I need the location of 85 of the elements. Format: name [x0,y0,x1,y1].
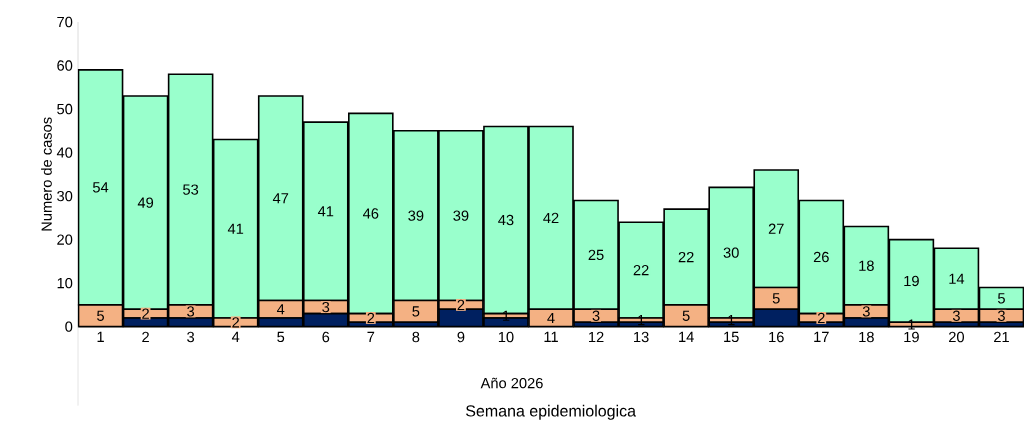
x-tick-label: 5 [277,331,285,343]
data-label: 2 [367,312,375,324]
data-label: 53 [183,184,199,195]
data-label: 18 [859,260,874,271]
bar [843,225,890,306]
data-label: 5 [682,310,690,321]
x-tick-label: 3 [187,331,195,343]
x-tick-label: 11 [544,331,558,342]
bar [302,121,349,302]
x-tick-label: 21 [994,331,1009,343]
data-label: 30 [723,247,739,258]
data-label: 3 [952,310,960,321]
data-label: 25 [588,249,604,261]
data-label: 14 [949,273,965,284]
data-label: 2 [817,312,825,324]
x-tick-label: 4 [231,331,240,342]
data-label: 2 [232,317,240,328]
data-label: 4 [276,304,285,315]
data-label: 47 [272,193,289,204]
x-tick-label: 6 [322,331,330,343]
data-label: 39 [453,210,469,221]
data-label: 2 [142,308,149,319]
data-label: 3 [322,301,330,313]
bar [573,199,619,311]
data-label: 3 [997,310,1005,321]
data-label: 54 [92,182,109,193]
bar [663,304,709,328]
data-label: 5 [97,310,104,321]
x-tick-label: 9 [457,331,465,343]
data-label: 5 [772,293,780,304]
data-label: 49 [137,197,154,208]
data-label: 22 [678,251,694,263]
data-label: 27 [768,223,784,234]
data-label: 42 [543,212,559,223]
y-tick-label: 20 [57,234,73,245]
data-label: 19 [904,275,919,287]
y-tick-label: 60 [57,60,73,71]
x-tick-label: 16 [769,331,784,343]
x-tick-label: 7 [367,331,375,342]
bar [257,95,304,302]
x-tick-label: 14 [679,331,694,342]
data-label: 39 [408,210,424,221]
x-axis-title: Semana epidemiologica [466,404,636,420]
y-tick-label: 40 [56,147,73,158]
x-tick-label: 1 [97,331,104,342]
data-label: 26 [813,251,829,263]
text: Año 2026 [480,377,543,389]
data-label: 41 [227,223,244,234]
bar [77,69,124,306]
x-tick-label: 15 [724,331,739,343]
data-label: 41 [317,206,334,217]
x-tick-label: 17 [814,331,829,342]
x-tick-label: 19 [904,331,919,343]
x-tick-label: 10 [498,331,514,343]
bar [663,208,709,306]
bar [393,299,439,324]
y-tick-label: 30 [57,190,73,202]
data-label: 3 [592,310,600,321]
data-label: 4 [547,312,555,323]
x-tick-label: 8 [412,331,420,343]
bar [167,73,214,306]
x-tick-label: 20 [949,331,964,343]
data-label: 5 [412,306,420,317]
y-tick-label: 70 [57,16,73,28]
bar [528,125,574,311]
data-label: 1 [502,310,510,321]
y-tick-label: 10 [57,277,73,289]
bar [933,247,980,311]
y-axis-title: Numero de casos [41,117,52,231]
bar [393,130,439,302]
data-label: 2 [457,299,465,311]
x-tick-label: 13 [634,331,649,343]
x-tick-label: 12 [589,331,604,343]
data-label: 22 [633,264,649,276]
bar [753,169,800,289]
data-label: 3 [862,306,870,317]
data-label: 46 [363,208,379,219]
x-tick-label: 18 [859,331,874,343]
data-label: 3 [187,306,195,317]
y-tick-label: 50 [57,103,73,115]
y-tick-label: 0 [65,321,73,332]
x-tick-label: 2 [142,331,149,343]
data-label: 43 [498,214,514,226]
data-label: 5 [997,293,1005,304]
bar [212,138,259,319]
